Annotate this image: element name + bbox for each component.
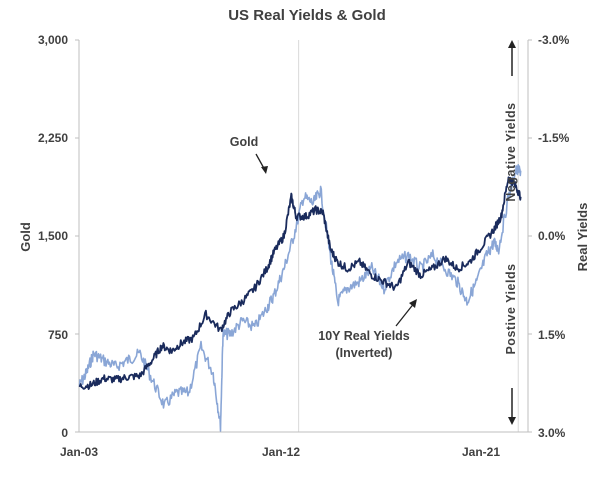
y-tick-label: 750 (48, 328, 68, 342)
positive-yields-label: Postive Yields (504, 263, 518, 354)
y-tick-label: 3,000 (38, 33, 68, 47)
gold-series-line (78, 176, 522, 390)
negative-yields-label: Negative Yields (504, 102, 518, 201)
y2-tick-label: 1.5% (538, 328, 566, 342)
series-layer (78, 164, 522, 432)
grid (78, 40, 519, 432)
x-tick-label: Jan-03 (60, 445, 98, 459)
y-tick-labels: 0 750 1,500 2,250 3,000 (38, 33, 68, 440)
gold-annotation: Gold (230, 135, 258, 149)
axes (75, 39, 532, 433)
y-axis-label: Gold (18, 222, 33, 252)
down-arrow-icon (508, 417, 516, 425)
up-arrow-icon (508, 40, 516, 48)
y2-tick-label: 3.0% (538, 426, 566, 440)
y2-tick-label: 0.0% (538, 229, 566, 243)
y-tick-label: 1,500 (38, 229, 68, 243)
real-yields-annotation-arrow (395, 301, 416, 327)
real-yields-series-line (78, 164, 522, 432)
x-tick-label: Jan-21 (462, 445, 500, 459)
x-tick-labels: Jan-03 Jan-12 Jan-21 (60, 445, 500, 459)
x-tick-label: Jan-12 (262, 445, 300, 459)
y-tick-label: 0 (61, 426, 68, 440)
y2-tick-label: -3.0% (538, 33, 570, 47)
chart-title: US Real Yields & Gold (228, 7, 386, 24)
real-yields-annotation-sub: (Inverted) (336, 346, 393, 360)
gold-annotation-arrowhead (261, 166, 268, 174)
y-tick-label: 2,250 (38, 131, 68, 145)
y2-tick-labels: 3.0% 1.5% 0.0% -1.5% -3.0% (538, 33, 570, 440)
real-yields-annotation-arrowhead (409, 299, 417, 308)
real-yields-annotation: 10Y Real Yields (318, 329, 410, 343)
y2-tick-label: -1.5% (538, 131, 570, 145)
y2-axis-label: Real Yields (575, 203, 590, 272)
